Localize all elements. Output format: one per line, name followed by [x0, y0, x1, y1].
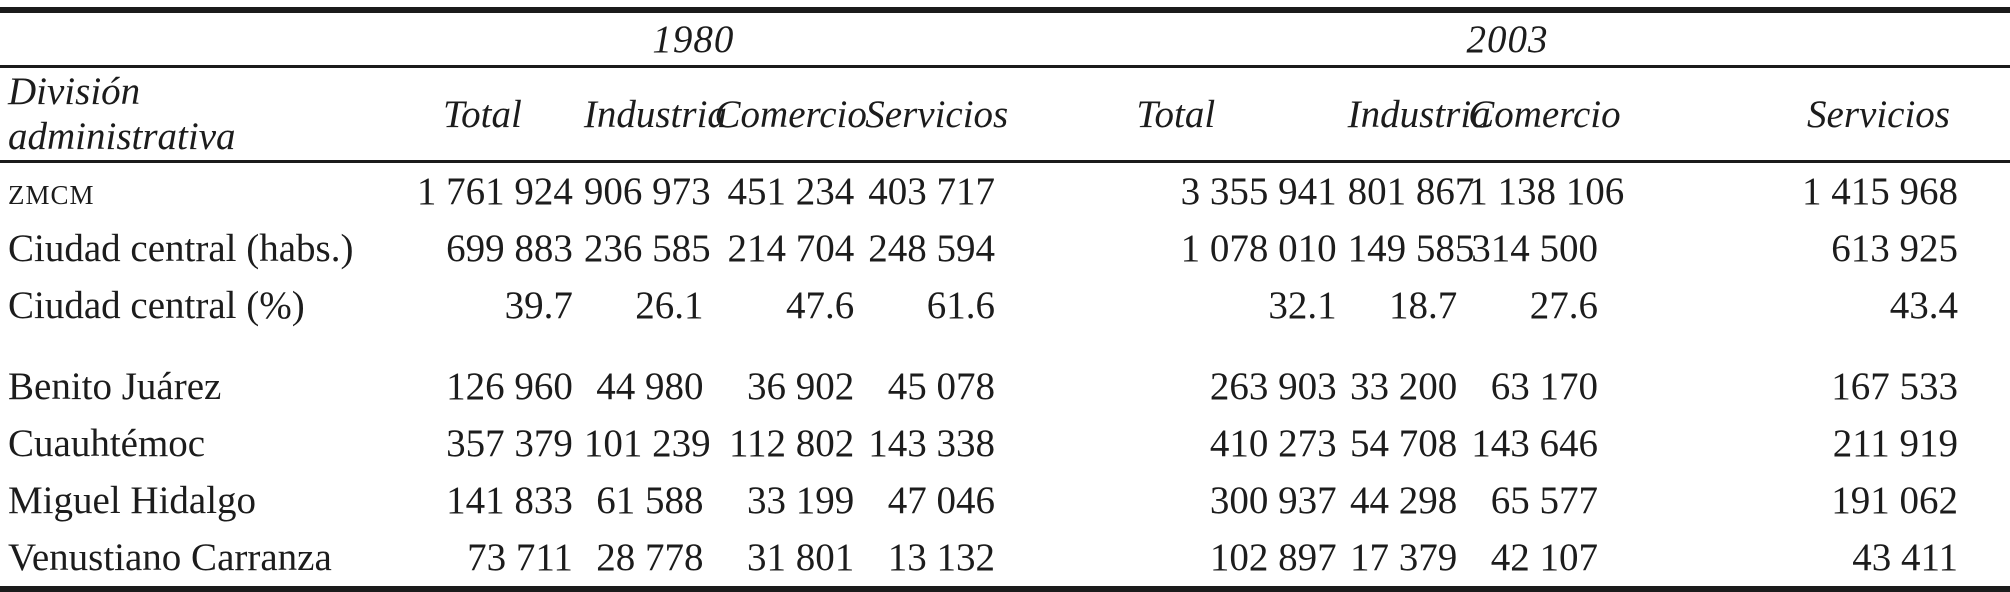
spacer-cell: [0, 334, 2010, 358]
table-cell: 126 960: [446, 365, 573, 408]
table-row-venustiano-carranza: Venustiano Carranza 73 711 28 778 31 801…: [0, 529, 2010, 589]
table-cell: 26.1: [635, 284, 704, 327]
table-cell: 167 533: [1831, 365, 1958, 408]
table-cell: 211 919: [1832, 422, 1958, 465]
table-cell: 357 379: [446, 422, 573, 465]
row-label: zmcm: [8, 170, 95, 213]
row-label: Miguel Hidalgo: [8, 479, 257, 522]
table-cell: 27.6: [1529, 284, 1598, 327]
column-header-industria-1980: Industria: [583, 92, 727, 136]
table-cell: 1 761 924: [416, 170, 573, 213]
table-cell: 801 867: [1347, 170, 1475, 213]
table-cell: 906 973: [583, 170, 711, 213]
table-cell: 102 897: [1209, 536, 1337, 579]
table-cell: 314 500: [1471, 227, 1598, 270]
table-cell: 44 980: [596, 365, 704, 408]
page: { "colors": { "text": "#1c1c1c", "rule":…: [0, 7, 2010, 592]
table-row-ciudad-central-pct: Ciudad central (%) 39.7 26.1 47.6 61.6 3…: [0, 277, 2010, 334]
table-cell: 45 078: [887, 365, 995, 408]
table-cell: 43 411: [1852, 536, 1958, 579]
column-header-industria-2003: Industria: [1347, 92, 1491, 136]
table-cell: 149 585: [1347, 227, 1475, 270]
table-row-zmcm: zmcm 1 761 924 906 973 451 234 403 717 3…: [0, 162, 2010, 221]
table-cell: 613 925: [1831, 227, 1958, 270]
table-cell: 47 046: [887, 479, 995, 522]
table-cell: 1 415 968: [1802, 170, 1958, 213]
table-cell: 18.7: [1389, 284, 1458, 327]
table-cell: 39.7: [504, 284, 573, 327]
table-cell: 54 708: [1350, 422, 1458, 465]
table-cell: 112 802: [728, 422, 855, 465]
table-cell: 300 937: [1209, 479, 1337, 522]
column-header-servicios-2003: Servicios: [1807, 92, 1950, 136]
table-cell: 236 585: [583, 227, 711, 270]
employment-table: 1980 2003 División administrativa Total …: [0, 7, 2010, 592]
table-cell: 143 338: [868, 422, 995, 465]
table-cell: 42 107: [1490, 536, 1598, 579]
table-row-cuauhtemoc: Cuauhtémoc 357 379 101 239 112 802 143 3…: [0, 415, 2010, 472]
year-2003-header: 2003: [1466, 17, 1549, 61]
year-1980-header: 1980: [652, 17, 735, 61]
table-cell: 61.6: [926, 284, 995, 327]
table-cell: 44 298: [1350, 479, 1458, 522]
table-cell: 101 239: [583, 422, 711, 465]
table-cell: 13 132: [887, 536, 995, 579]
row-label: Ciudad central (habs.): [8, 227, 354, 270]
table-cell: 403 717: [868, 170, 995, 213]
year-header-row: 1980 2003: [0, 10, 2010, 67]
table-cell: 47.6: [786, 284, 855, 327]
column-header-total-2003: Total: [1136, 92, 1216, 136]
column-header-comercio-2003: Comercio: [1468, 92, 1621, 136]
row-label: Ciudad central (%): [8, 284, 305, 327]
table-cell: 214 704: [727, 227, 855, 270]
table-cell: 36 902: [747, 365, 855, 408]
table-body: zmcm 1 761 924 906 973 451 234 403 717 3…: [0, 162, 2010, 590]
table-cell: 3 355 941: [1180, 170, 1337, 213]
table-cell: 63 170: [1490, 365, 1598, 408]
table-cell: 73 711: [467, 536, 573, 579]
row-label: Benito Juárez: [8, 365, 222, 408]
year-row-spacer: [0, 10, 382, 67]
table-cell: 143 646: [1471, 422, 1598, 465]
table-cell: 1 078 010: [1180, 227, 1337, 270]
table-cell: 65 577: [1490, 479, 1598, 522]
table-cell: 263 903: [1209, 365, 1337, 408]
table-cell: 28 778: [596, 536, 704, 579]
table-cell: 141 833: [446, 479, 573, 522]
table-cell: 32.1: [1268, 284, 1337, 327]
table-cell: 43.4: [1889, 284, 1958, 327]
table-head: 1980 2003 División administrativa Total …: [0, 10, 2010, 162]
table-cell: 33 200: [1350, 365, 1458, 408]
table-cell: 61 588: [596, 479, 704, 522]
table-cell: 31 801: [747, 536, 855, 579]
table-cell: 248 594: [868, 227, 995, 270]
column-header-total-1980: Total: [443, 92, 522, 136]
table-cell: 33 199: [747, 479, 855, 522]
column-header-servicios-1980: Servicios: [865, 92, 1009, 136]
table-cell: 1 138 106: [1468, 170, 1625, 213]
table-row-ciudad-central-habs: Ciudad central (habs.) 699 883 236 585 2…: [0, 220, 2010, 277]
table-row-miguel-hidalgo: Miguel Hidalgo 141 833 61 588 33 199 47 …: [0, 472, 2010, 529]
column-header-comercio-1980: Comercio: [714, 92, 867, 136]
table-row-benito-juarez: Benito Juárez 126 960 44 980 36 902 45 0…: [0, 358, 2010, 415]
row-label: Cuauhtémoc: [8, 422, 206, 465]
column-header-division: División administrativa: [8, 70, 236, 158]
column-header-row: División administrativa Total Industria …: [0, 67, 2010, 162]
table-cell: 17 379: [1350, 536, 1458, 579]
row-label: Venustiano Carranza: [8, 536, 332, 579]
table-cell: 191 062: [1831, 479, 1958, 522]
row-spacer: [0, 334, 2010, 358]
table-cell: 451 234: [727, 170, 855, 213]
table-cell: 699 883: [446, 227, 573, 270]
table-cell: 410 273: [1209, 422, 1337, 465]
